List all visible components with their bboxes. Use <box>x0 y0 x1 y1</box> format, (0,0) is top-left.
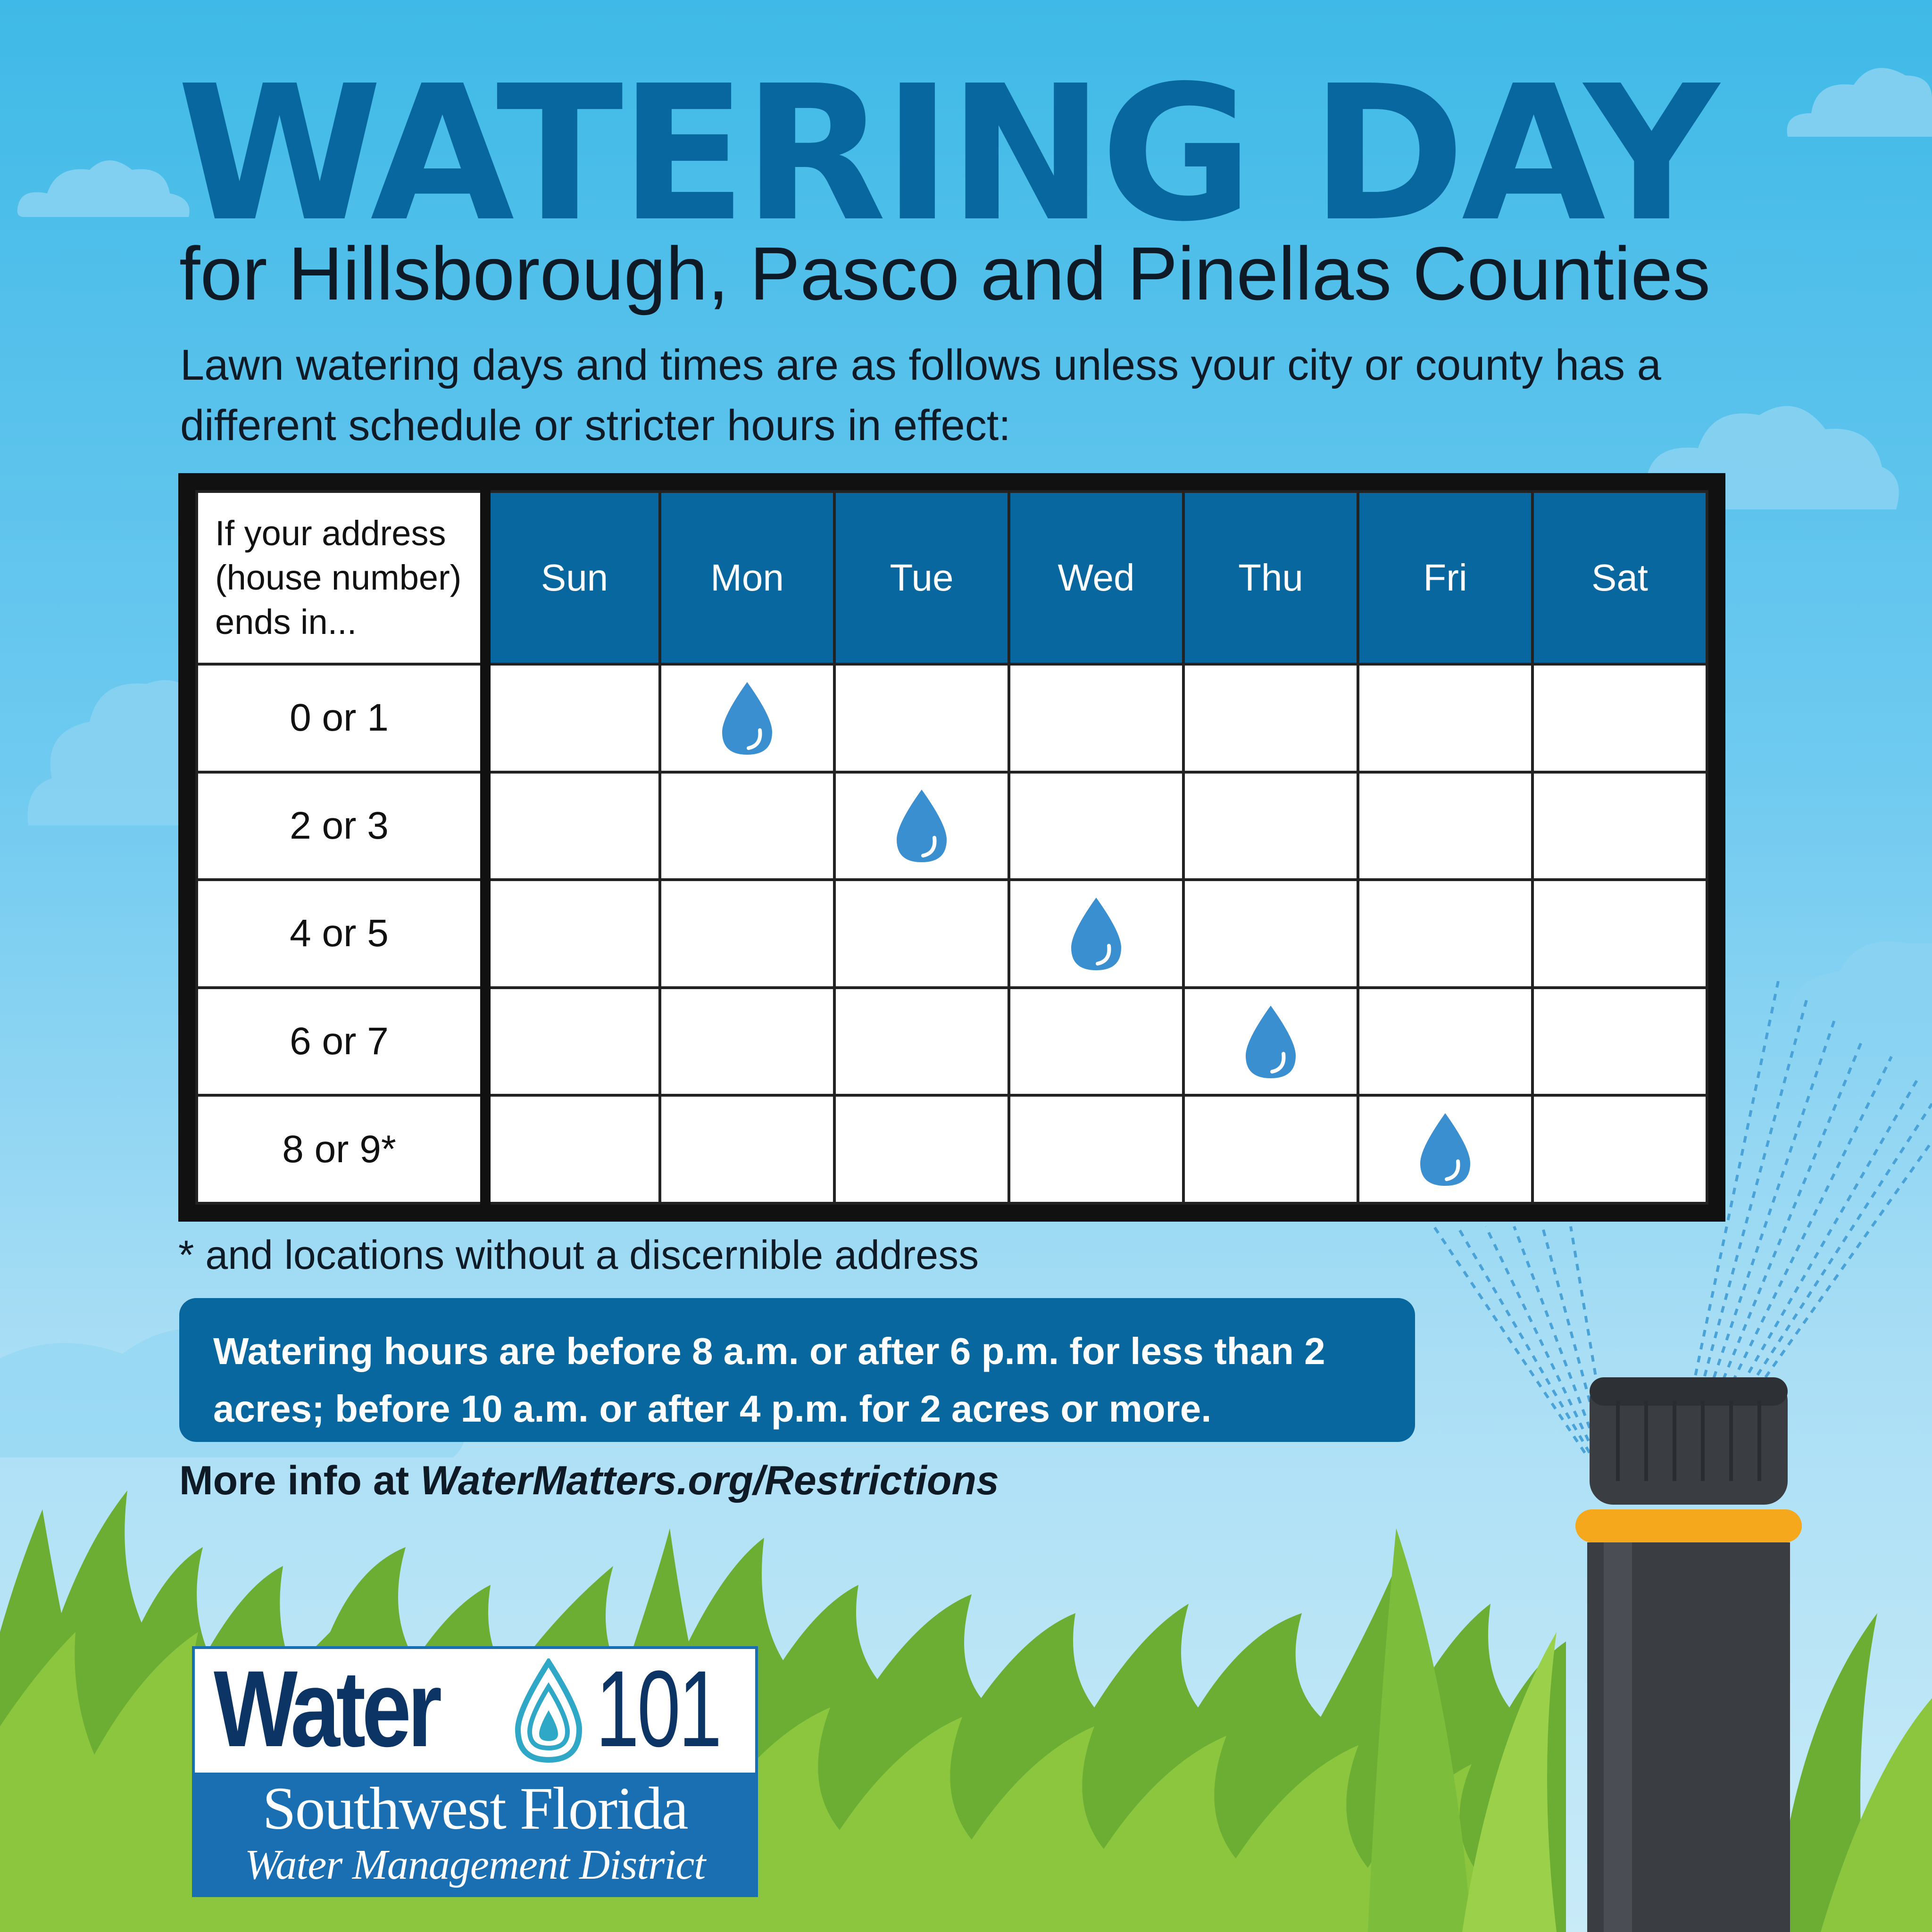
address-ending-label: 6 or 7 <box>195 986 491 1097</box>
schedule-cell-mon <box>658 986 836 1097</box>
schedule-cell-mon <box>658 1094 836 1205</box>
logo-drop-icon <box>515 1658 583 1763</box>
schedule-cell-sat <box>1531 663 1708 774</box>
logo-number: 101 <box>596 1648 722 1769</box>
schedule-cell-sun <box>484 663 661 774</box>
table-row: 8 or 9* <box>195 1094 1708 1205</box>
schedule-cell-fri <box>1357 986 1534 1097</box>
watering-schedule-table: If your address (house number) ends in..… <box>178 473 1725 1222</box>
schedule-cell-fri <box>1357 878 1534 989</box>
day-header-wed: Wed <box>1008 490 1185 666</box>
water101-logo: Water 101 Southwest Florida Water Manage… <box>192 1646 758 1897</box>
schedule-cell-sat <box>1531 878 1708 989</box>
cloud-mid-left <box>27 680 222 825</box>
water-drop-icon <box>1359 1110 1531 1188</box>
schedule-cell-thu <box>1182 770 1359 882</box>
water-drop-icon <box>1010 895 1182 973</box>
schedule-cell-fri <box>1357 1094 1534 1205</box>
page-title: WATERING DAY <box>177 46 1719 263</box>
address-ending-label: 8 or 9* <box>195 1094 491 1205</box>
schedule-cell-fri <box>1357 663 1534 774</box>
schedule-cell-wed <box>1008 770 1185 882</box>
table-row: 6 or 7 <box>195 986 1708 1097</box>
address-ending-label: 4 or 5 <box>195 878 491 989</box>
cloud-top-right <box>1787 68 1932 137</box>
day-header-sat: Sat <box>1531 490 1708 666</box>
day-header-tue: Tue <box>833 490 1010 666</box>
schedule-cell-sun <box>484 1094 661 1205</box>
watering-hours-notice: Watering hours are before 8 a.m. or afte… <box>179 1298 1415 1442</box>
schedule-cell-sun <box>484 770 661 882</box>
schedule-cell-wed <box>1008 986 1185 1097</box>
day-header-fri: Fri <box>1357 490 1534 666</box>
logo-header: Water 101 <box>195 1649 755 1773</box>
header-row: If your address (house number) ends in..… <box>195 490 1708 666</box>
logo-organization-band: Southwest Florida Water Management Distr… <box>195 1773 755 1897</box>
schedule-cell-thu <box>1182 878 1359 989</box>
schedule-cell-thu <box>1182 663 1359 774</box>
more-info-prefix: More info at <box>179 1458 409 1503</box>
schedule-cell-tue <box>833 986 1010 1097</box>
schedule-cell-tue <box>833 1094 1010 1205</box>
schedule-cell-wed <box>1008 1094 1185 1205</box>
schedule-cell-fri <box>1357 770 1534 882</box>
footnote: * and locations without a discernible ad… <box>178 1232 979 1278</box>
schedule-cell-tue <box>833 663 1010 774</box>
schedule-cell-wed <box>1008 663 1185 774</box>
schedule-cell-wed <box>1008 878 1185 989</box>
day-header-mon: Mon <box>658 490 836 666</box>
intro-text: Lawn watering days and times are as foll… <box>180 341 1661 450</box>
schedule-cell-sun <box>484 878 661 989</box>
water-drop-icon <box>836 787 1008 865</box>
schedule-grid: If your address (house number) ends in..… <box>195 490 1708 1205</box>
table-row: 0 or 1 <box>195 663 1708 774</box>
table-row: 4 or 5 <box>195 878 1708 989</box>
table-row: 2 or 3 <box>195 770 1708 882</box>
schedule-cell-tue <box>833 770 1010 882</box>
page-subtitle: for Hillsborough, Pasco and Pinellas Cou… <box>179 231 1711 316</box>
address-column-header: If your address (house number) ends in..… <box>195 490 491 666</box>
schedule-cell-sun <box>484 986 661 1097</box>
more-info-link[interactable]: WaterMatters.org/Restrictions <box>420 1458 999 1503</box>
schedule-cell-mon <box>658 663 836 774</box>
water-drop-icon <box>661 679 833 757</box>
schedule-cell-sat <box>1531 986 1708 1097</box>
logo-organization: Southwest Florida <box>262 1775 688 1842</box>
watering-hours-text: Watering hours are before 8 a.m. or afte… <box>213 1330 1325 1430</box>
address-ending-label: 0 or 1 <box>195 663 491 774</box>
address-ending-label: 2 or 3 <box>195 770 491 882</box>
cloud-lower-right <box>1758 941 1932 1057</box>
schedule-cell-sat <box>1531 1094 1708 1205</box>
logo-organization-sub: Water Management District <box>244 1841 706 1888</box>
schedule-cell-thu <box>1182 1094 1359 1205</box>
schedule-cell-mon <box>658 878 836 989</box>
schedule-cell-tue <box>833 878 1010 989</box>
more-info: More info at WaterMatters.org/Restrictio… <box>179 1457 999 1504</box>
sprinkler-head-icon <box>1575 1377 1802 1932</box>
day-header-sun: Sun <box>484 490 661 666</box>
schedule-cell-thu <box>1182 986 1359 1097</box>
cloud-left <box>17 160 190 217</box>
schedule-cell-sat <box>1531 770 1708 882</box>
day-header-thu: Thu <box>1182 490 1359 666</box>
water-drop-icon <box>1185 1003 1357 1081</box>
schedule-cell-mon <box>658 770 836 882</box>
logo-word: Water <box>214 1648 442 1769</box>
